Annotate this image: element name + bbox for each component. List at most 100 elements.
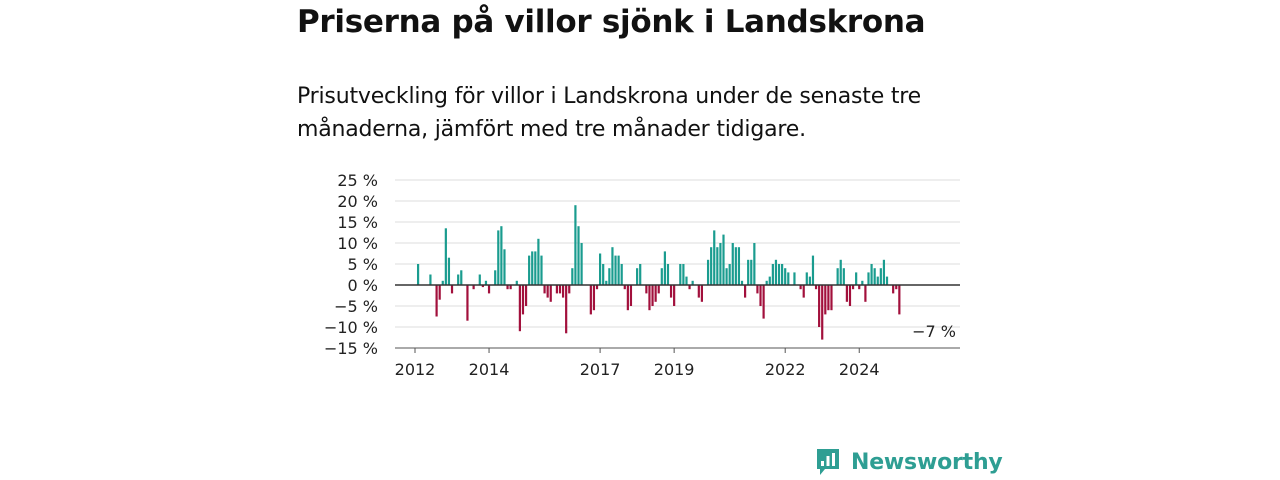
bar — [561, 285, 565, 298]
bar — [565, 285, 568, 334]
bar — [645, 285, 648, 294]
bar — [759, 285, 762, 306]
bar — [719, 243, 722, 285]
bar — [743, 285, 747, 298]
bar — [568, 285, 571, 294]
last-value-label: −7 % — [912, 322, 956, 341]
bar — [706, 259, 710, 285]
y-tick-label: −10 % — [324, 318, 378, 337]
bar — [858, 285, 861, 290]
bar — [811, 255, 815, 285]
bar — [537, 238, 540, 285]
bar — [629, 285, 633, 306]
y-axis-ticks: 25 % 20 % 15 % 10 % 5 % 0 % −5 % −10 % −15 % — [324, 171, 378, 358]
bar — [555, 285, 559, 294]
newsworthy-logo-icon — [817, 449, 839, 475]
bar — [623, 285, 626, 290]
bar — [802, 285, 805, 298]
bar — [765, 280, 768, 285]
bar-series — [416, 205, 901, 340]
bar — [500, 226, 503, 285]
bar — [885, 276, 889, 285]
bar — [839, 259, 842, 285]
bar — [660, 268, 663, 285]
bar — [713, 230, 716, 285]
bar — [855, 272, 858, 285]
bar — [549, 285, 552, 302]
bar — [608, 268, 611, 285]
bar — [814, 285, 818, 290]
chart-subtitle: Prisutveckling för villor i Landskrona u… — [297, 84, 921, 142]
bar — [685, 276, 688, 285]
bar — [762, 285, 765, 319]
y-tick-label: −5 % — [334, 297, 378, 316]
bar — [691, 280, 694, 285]
y-tick-label: 10 % — [337, 234, 378, 253]
bar — [614, 255, 617, 285]
bar — [592, 285, 596, 311]
bar — [710, 247, 713, 285]
bar — [808, 276, 811, 285]
bar — [666, 264, 670, 285]
bar — [444, 228, 447, 285]
bar — [697, 285, 700, 298]
bar — [669, 285, 673, 298]
x-tick-label: 2017 — [580, 360, 621, 379]
bar — [663, 251, 666, 285]
bar — [518, 285, 521, 332]
bar — [589, 285, 592, 315]
bar — [722, 234, 725, 285]
bar — [750, 259, 753, 285]
bar — [895, 285, 898, 290]
bar — [611, 247, 614, 285]
bar — [882, 259, 886, 285]
bar — [879, 268, 882, 285]
bar — [484, 280, 488, 285]
bar — [679, 264, 682, 285]
x-tick-label: 2014 — [469, 360, 510, 379]
y-tick-label: 0 % — [348, 276, 378, 295]
bar — [602, 264, 605, 285]
bar — [821, 285, 824, 340]
bar — [577, 226, 580, 285]
y-tick-label: 25 % — [337, 171, 378, 190]
bar — [793, 272, 796, 285]
bar — [617, 255, 620, 285]
bar — [657, 285, 660, 294]
bar — [768, 276, 771, 285]
bar — [447, 257, 451, 285]
bar — [784, 268, 787, 285]
y-tick-label: −15 % — [324, 339, 378, 358]
bar — [747, 259, 750, 285]
bar — [774, 259, 778, 285]
bar — [845, 285, 848, 302]
bar — [716, 247, 719, 285]
x-tick-label: 2012 — [395, 360, 436, 379]
bar — [534, 251, 537, 285]
bar — [873, 268, 876, 285]
y-tick-label: 20 % — [337, 192, 378, 211]
bar — [818, 285, 821, 327]
bar — [830, 285, 833, 311]
bar — [481, 285, 484, 288]
bar — [540, 255, 543, 285]
bar — [605, 280, 608, 285]
bar — [497, 230, 500, 285]
bar — [509, 285, 512, 290]
bar — [478, 274, 481, 285]
bar — [805, 272, 808, 285]
bar — [734, 247, 737, 285]
bar — [688, 285, 691, 290]
bar — [876, 276, 879, 285]
bar — [457, 274, 460, 285]
bar — [571, 268, 574, 285]
bar — [546, 285, 549, 298]
bar — [626, 285, 629, 311]
bar — [700, 285, 704, 302]
bar — [639, 264, 642, 285]
x-tick-label: 2022 — [765, 360, 806, 379]
bar — [599, 253, 602, 285]
bar — [861, 280, 864, 285]
chart-title: Priserna på villor sjönk i Landskrona — [297, 4, 926, 40]
bar — [595, 285, 599, 290]
